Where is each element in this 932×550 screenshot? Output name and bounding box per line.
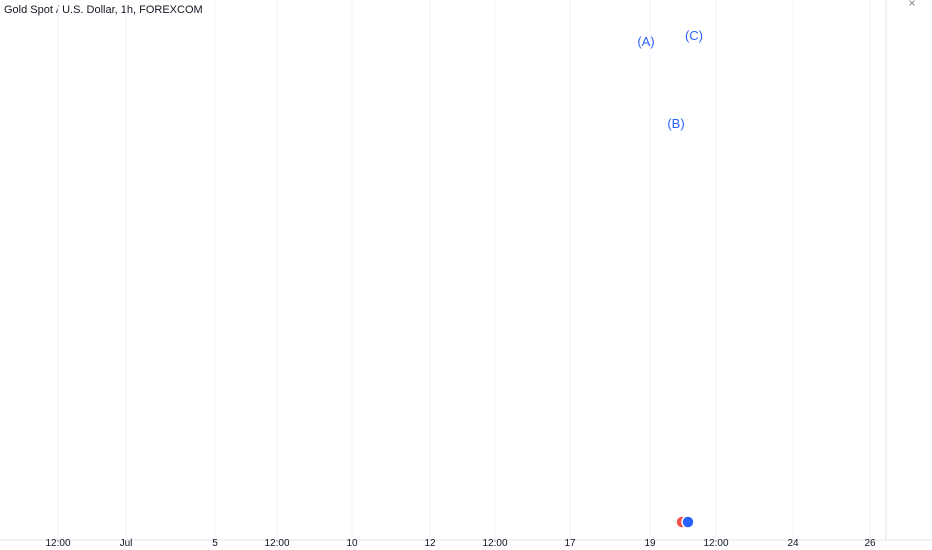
wave-label-a: (A)	[637, 34, 654, 49]
wave-label-b: (B)	[667, 116, 684, 131]
time-tick-label: 12:00	[45, 538, 70, 549]
time-tick-label: Jul	[120, 538, 133, 549]
symbol-title: Gold Spot / U.S. Dollar, 1h, FOREXCOM	[4, 4, 203, 16]
time-tick-label: 5	[212, 538, 218, 549]
close-icon[interactable]: ×	[908, 0, 916, 9]
time-tick-label: 10	[346, 538, 358, 549]
time-tick-label: 12	[424, 538, 436, 549]
time-tick-label: 12:00	[264, 538, 289, 549]
time-tick-label: 26	[864, 538, 876, 549]
time-tick-label: 19	[644, 538, 656, 549]
time-tick-label: 12:00	[482, 538, 507, 549]
time-tick-label: 17	[564, 538, 576, 549]
time-tick-label: 12:00	[703, 538, 728, 549]
wave-label-c: (C)	[685, 28, 703, 43]
us-flag-icon[interactable]	[675, 515, 695, 529]
time-tick-label: 24	[787, 538, 799, 549]
